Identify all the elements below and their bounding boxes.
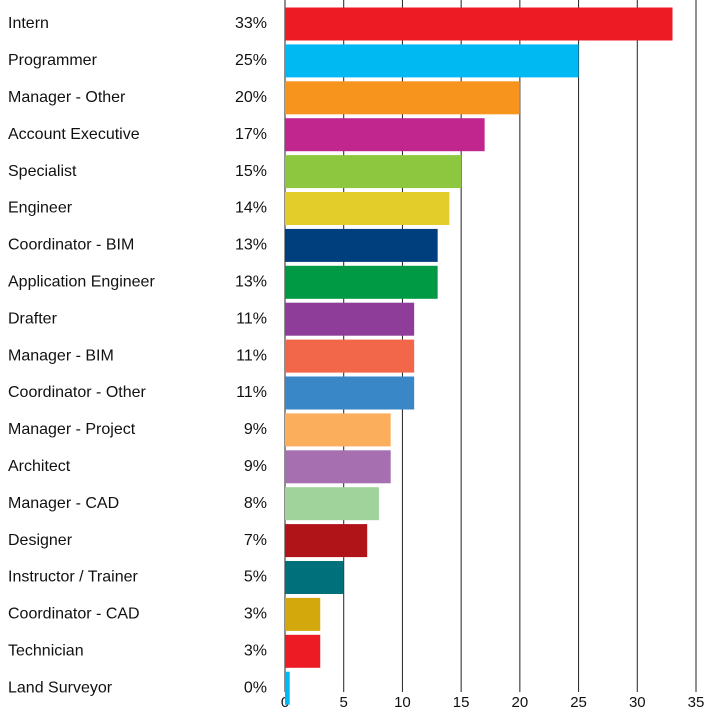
value-label: 17% xyxy=(235,126,267,143)
bar xyxy=(285,450,391,484)
category-label: Application Engineer xyxy=(8,274,155,291)
category-label: Manager - Project xyxy=(8,421,136,438)
x-tick-label: 20 xyxy=(512,694,529,711)
bar xyxy=(285,228,438,262)
x-tick-label: 15 xyxy=(453,694,470,711)
bar xyxy=(285,413,391,447)
category-label: Engineer xyxy=(8,200,73,217)
value-label: 15% xyxy=(235,163,267,180)
category-label: Drafter xyxy=(8,310,58,327)
value-label: 3% xyxy=(244,643,267,660)
category-label: Designer xyxy=(8,532,73,549)
value-label: 5% xyxy=(244,569,267,586)
category-label: Account Executive xyxy=(8,126,140,143)
category-label: Architect xyxy=(8,458,71,475)
value-label: 11% xyxy=(236,310,267,327)
category-label: Instructor / Trainer xyxy=(8,569,138,586)
bar xyxy=(285,524,368,558)
category-label: Coordinator - Other xyxy=(8,384,147,401)
bar xyxy=(285,634,321,668)
category-label: Intern xyxy=(8,15,49,32)
value-label: 11% xyxy=(236,347,267,364)
value-label: 11% xyxy=(236,384,267,401)
x-tick-label: 10 xyxy=(394,694,411,711)
value-label: 33% xyxy=(235,15,267,32)
category-label: Coordinator - BIM xyxy=(8,237,134,254)
category-label: Manager - Other xyxy=(8,89,126,106)
x-tick-label: 35 xyxy=(688,694,705,711)
value-label: 9% xyxy=(244,421,267,438)
value-label: 9% xyxy=(244,458,267,475)
bar xyxy=(285,265,438,299)
bar xyxy=(285,671,290,705)
value-label: 0% xyxy=(244,679,267,696)
category-label: Technician xyxy=(8,643,84,660)
bar xyxy=(285,561,344,594)
x-tick-label: 5 xyxy=(340,694,348,711)
value-label: 20% xyxy=(235,89,267,106)
bar xyxy=(285,339,415,373)
category-label: Coordinator - CAD xyxy=(8,606,140,623)
category-label: Manager - BIM xyxy=(8,347,114,364)
bar xyxy=(285,192,450,225)
bar xyxy=(285,376,415,410)
value-label: 8% xyxy=(244,495,267,512)
value-label: 14% xyxy=(235,200,267,217)
bar xyxy=(285,302,415,336)
x-tick-label: 25 xyxy=(570,694,587,711)
bar xyxy=(285,81,520,115)
value-label: 7% xyxy=(244,532,267,549)
x-tick-label: 30 xyxy=(629,694,646,711)
category-label: Land Surveyor xyxy=(8,679,113,696)
value-label: 13% xyxy=(235,274,267,291)
value-label: 3% xyxy=(244,606,267,623)
value-label: 25% xyxy=(235,52,267,69)
bar xyxy=(285,118,485,152)
category-label: Programmer xyxy=(8,52,98,69)
bar xyxy=(285,597,321,631)
category-label: Specialist xyxy=(8,163,77,180)
bar xyxy=(285,7,673,41)
bar xyxy=(285,44,579,78)
category-label: Manager - CAD xyxy=(8,495,119,512)
value-label: 13% xyxy=(235,237,267,254)
bar xyxy=(285,155,462,189)
bar xyxy=(285,487,379,521)
